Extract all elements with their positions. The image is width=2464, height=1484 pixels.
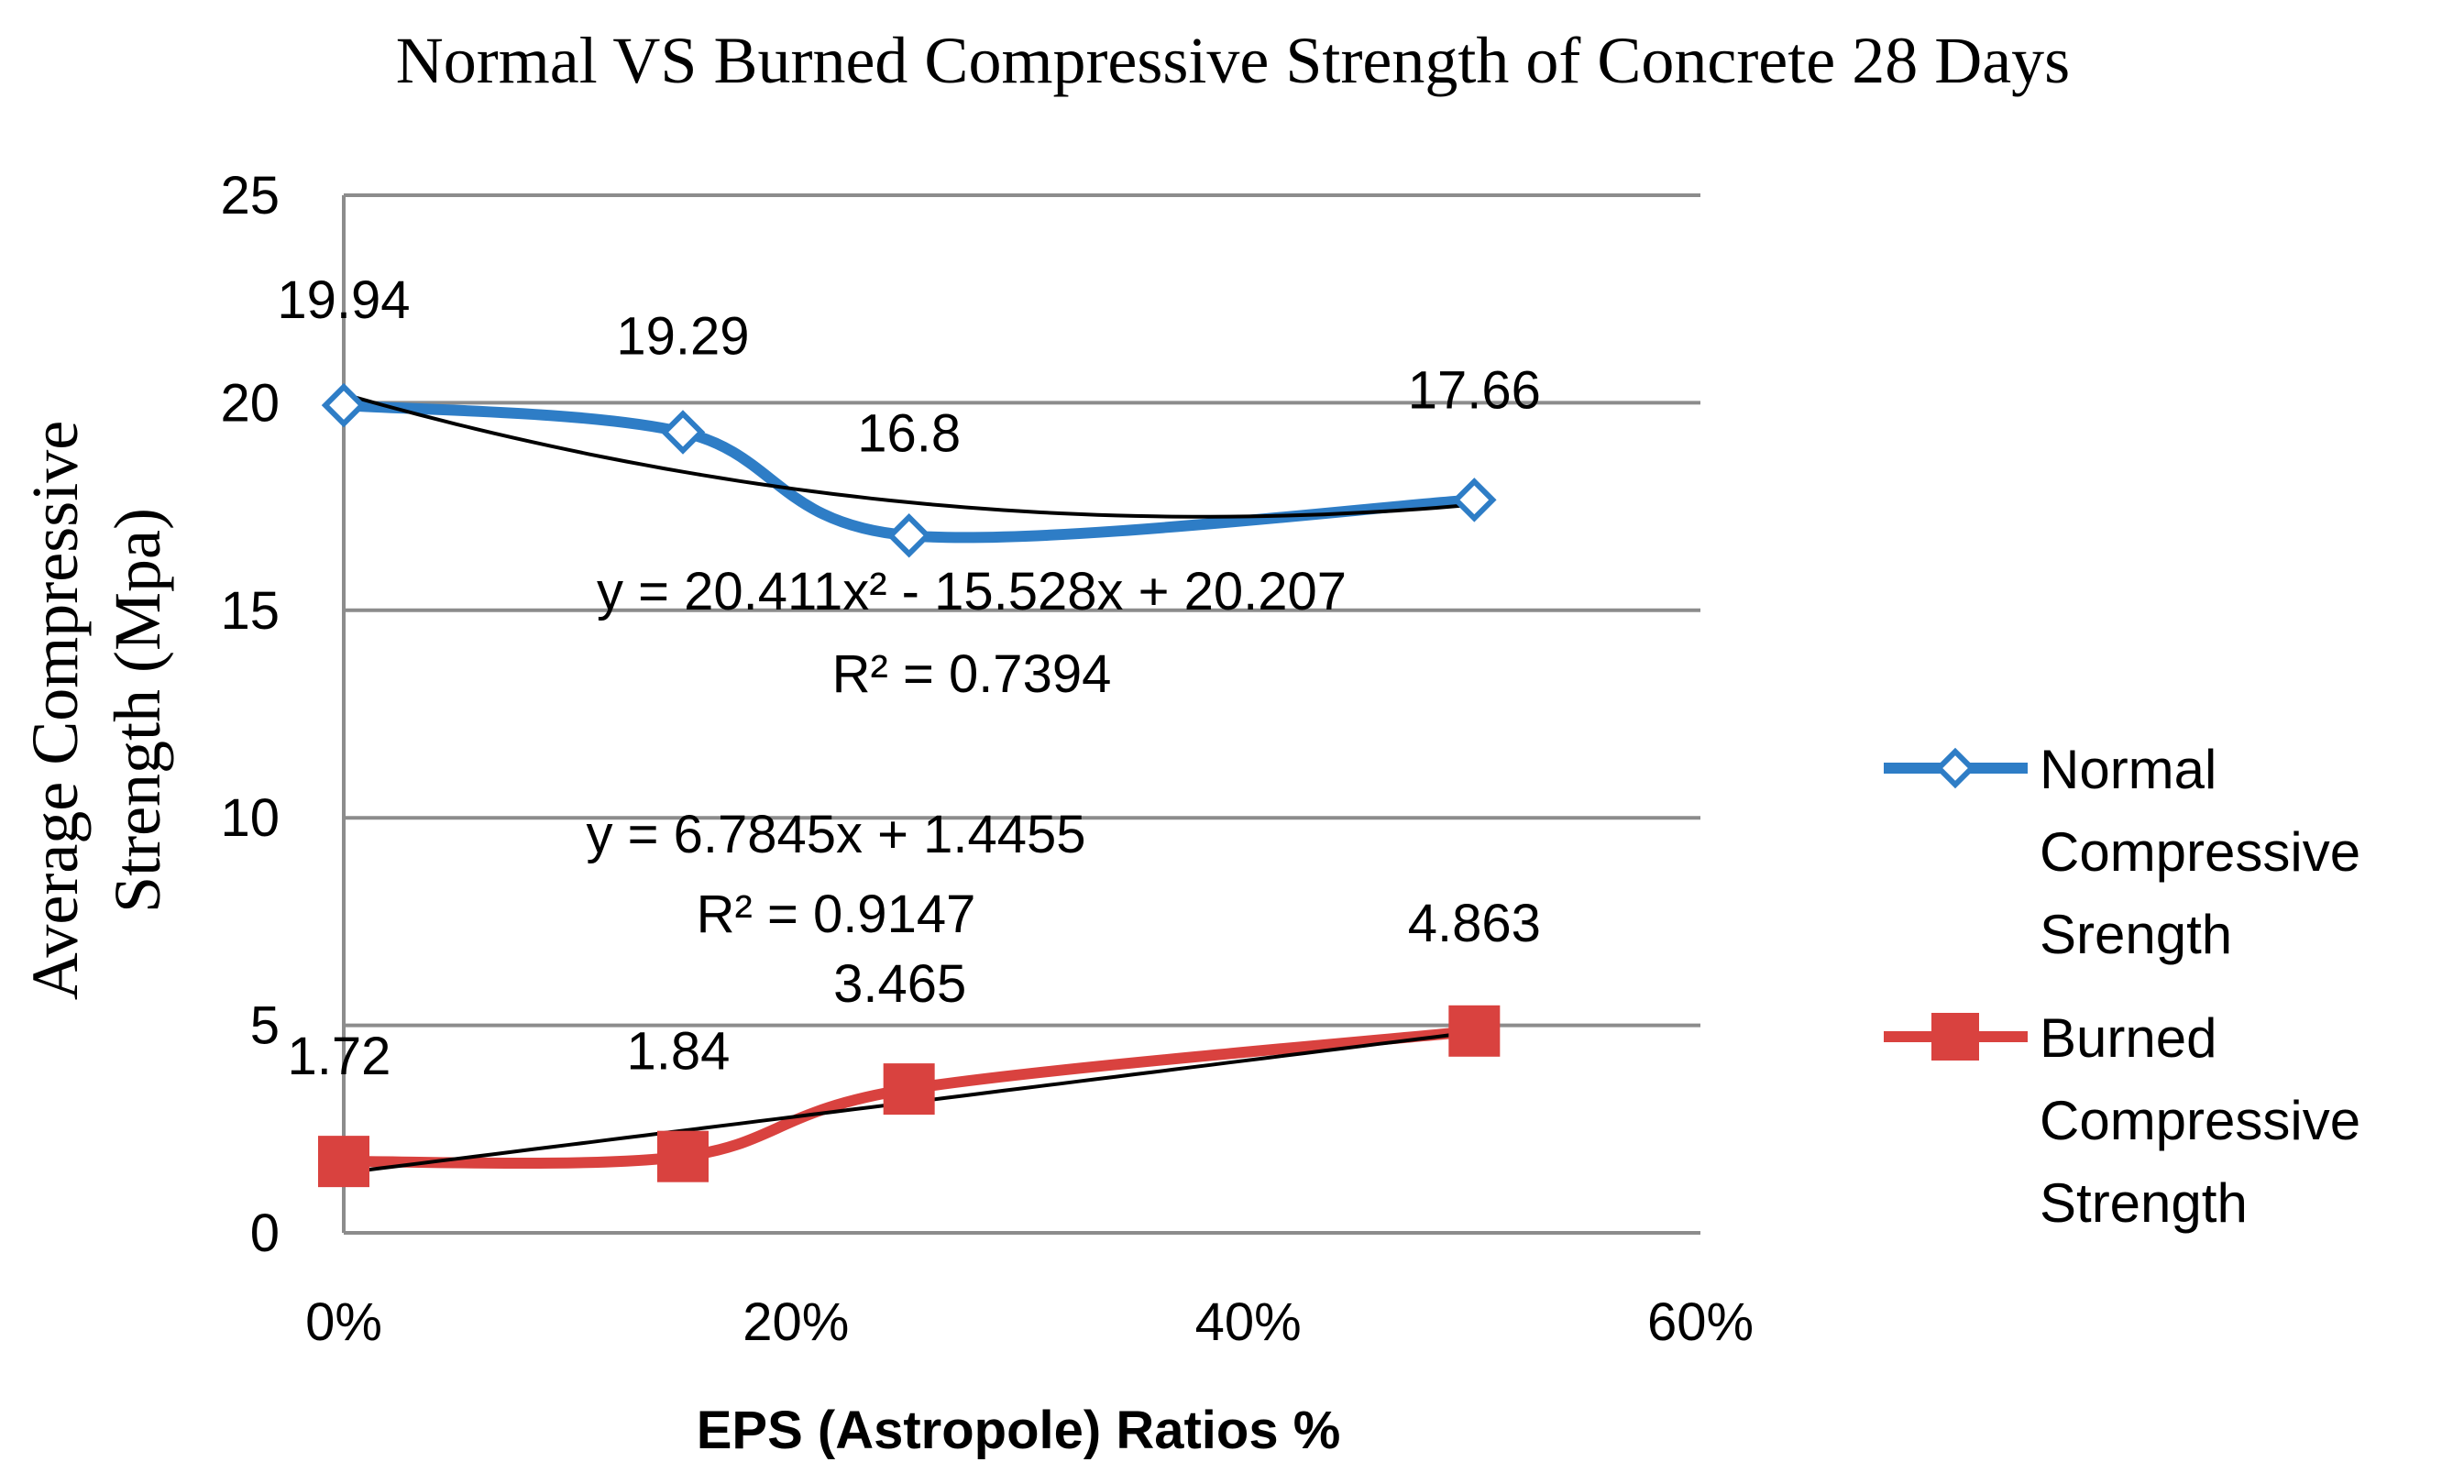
x-axis-label: EPS (Astropole) Ratios % bbox=[697, 1401, 1341, 1460]
data-label: 16.8 bbox=[857, 403, 961, 463]
legend-marker-normal bbox=[1934, 747, 1976, 789]
marker-burned-3 bbox=[1448, 1005, 1501, 1057]
markers-layer bbox=[318, 382, 1501, 1188]
y-tick-label: 25 bbox=[220, 166, 280, 225]
data-label: 17.66 bbox=[1408, 360, 1541, 420]
legend-label: Burned bbox=[2040, 1007, 2216, 1069]
x-tick-label: 0% bbox=[305, 1292, 382, 1352]
legend-label: Compressive bbox=[2040, 821, 2360, 883]
y-axis-label: Average Compressive Strength (Mpa) bbox=[18, 421, 174, 1000]
marker-burned-0 bbox=[318, 1136, 369, 1188]
data-label: 1.84 bbox=[627, 1022, 731, 1082]
data-labels: 19.94 19.29 16.8 17.66 1.72 1.84 3.465 4.863 bbox=[277, 270, 1540, 1086]
x-axis-ticks: 0% 20% 40% 60% bbox=[305, 1292, 1754, 1352]
y-axis-label-line-1: Average Compressive bbox=[18, 421, 92, 1000]
trendline-0 bbox=[343, 392, 1475, 519]
y-tick-label: 5 bbox=[250, 996, 280, 1056]
y-axis-label-line-2: Strength (Mpa) bbox=[101, 508, 174, 913]
legend: Normal Compressive Srength Burned Compressiv… bbox=[1884, 739, 2360, 1234]
legend-label: Srength bbox=[2040, 904, 2232, 965]
legend-label: Normal bbox=[2040, 739, 2216, 800]
data-label: 1.72 bbox=[288, 1027, 391, 1086]
series-line-0 bbox=[338, 400, 1480, 544]
y-tick-label: 10 bbox=[220, 788, 280, 848]
x-tick-label: 60% bbox=[1647, 1292, 1754, 1352]
marker-normal-0 bbox=[321, 382, 367, 428]
marker-normal-1 bbox=[660, 410, 706, 455]
x-tick-label: 20% bbox=[742, 1292, 849, 1352]
data-label: 3.465 bbox=[833, 954, 966, 1014]
legend-label: Strength bbox=[2040, 1172, 2248, 1234]
data-label: 19.94 bbox=[277, 270, 410, 330]
y-tick-label: 15 bbox=[220, 581, 280, 641]
y-axis-ticks: 0 5 10 15 20 25 bbox=[220, 166, 280, 1263]
y-tick-label: 0 bbox=[250, 1204, 280, 1263]
marker-burned-2 bbox=[883, 1063, 935, 1116]
trendline-equation-1: y = 6.7845x + 1.4455 bbox=[587, 805, 1086, 864]
chart-title: Normal VS Burned Compressive Strength of… bbox=[396, 24, 2070, 97]
grid bbox=[342, 193, 1700, 1235]
y-tick-label: 20 bbox=[220, 373, 280, 433]
legend-label: Compressive bbox=[2040, 1090, 2360, 1151]
trendline-r2-1: R² = 0.9147 bbox=[697, 885, 976, 944]
data-label: 19.29 bbox=[616, 307, 749, 367]
trendline-r2-0: R² = 0.7394 bbox=[832, 644, 1112, 704]
marker-normal-2 bbox=[886, 513, 931, 558]
marker-normal-3 bbox=[1452, 478, 1497, 522]
legend-marker-burned bbox=[1931, 1013, 1979, 1061]
data-label: 4.863 bbox=[1408, 894, 1541, 953]
x-tick-label: 40% bbox=[1195, 1292, 1302, 1352]
trendline-equations: y = 20.411x² - 15.528x + 20.207 R² = 0.73… bbox=[587, 562, 1347, 944]
marker-burned-1 bbox=[657, 1130, 709, 1182]
trendline-equation-0: y = 20.411x² - 15.528x + 20.207 bbox=[597, 562, 1347, 621]
